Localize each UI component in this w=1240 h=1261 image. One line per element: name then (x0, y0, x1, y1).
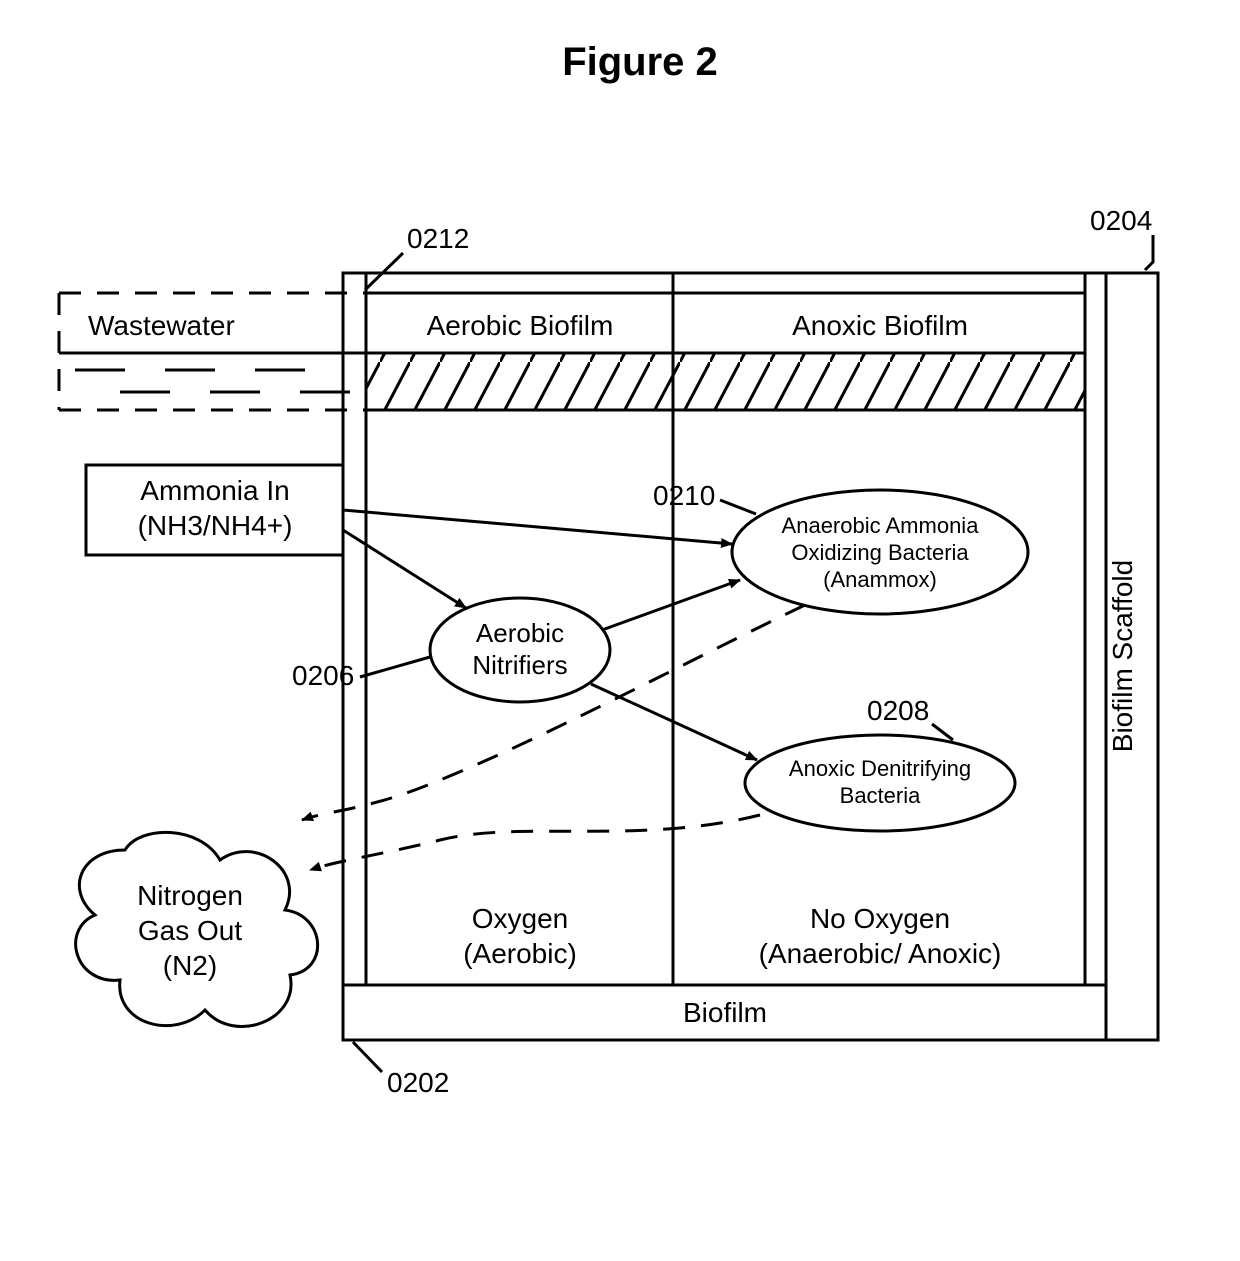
no-oxygen-l1: No Oxygen (810, 903, 950, 934)
oxygen-l2: (Aerobic) (463, 938, 577, 969)
wastewater-label: Wastewater (88, 310, 235, 341)
ref-0208: 0208 (867, 695, 929, 726)
ref-0210-leader (720, 500, 756, 514)
anammox-l2: Oxidizing Bacteria (791, 540, 969, 565)
biofilm-footer-label: Biofilm (683, 997, 767, 1028)
figure-container: Figure 2 (20, 20, 1240, 1241)
ammonia-in-l1: Ammonia In (140, 475, 289, 506)
ref-0212: 0212 (407, 223, 469, 254)
nitrogen-l3: (N2) (163, 950, 217, 981)
arrow-nitrifiers-to-anammox (602, 580, 740, 630)
ref-0202: 0202 (387, 1067, 449, 1098)
biofilm-hatch (366, 353, 1085, 410)
water-dashes (75, 370, 350, 392)
ref-0204: 0204 (1090, 205, 1152, 236)
ref-0206: 0206 (292, 660, 354, 691)
ref-0206-leader (360, 657, 430, 677)
ref-0204-leader (1145, 235, 1153, 270)
aerobic-nitrifiers-l1: Aerobic (476, 618, 564, 648)
ammonia-in-l2: (NH3/NH4+) (138, 510, 293, 541)
anoxic-denit-l1: Anoxic Denitrifying (789, 756, 971, 781)
anammox-l1: Anaerobic Ammonia (782, 513, 980, 538)
arrow-ammonia-to-nitrifiers (343, 530, 466, 608)
scaffold-label: Biofilm Scaffold (1107, 560, 1138, 752)
ref-0210: 0210 (653, 480, 715, 511)
no-oxygen-l2: (Anaerobic/ Anoxic) (759, 938, 1002, 969)
anoxic-biofilm-label: Anoxic Biofilm (792, 310, 968, 341)
oxygen-l1: Oxygen (472, 903, 569, 934)
nitrogen-l1: Nitrogen (137, 880, 243, 911)
ref-0202-leader (353, 1042, 382, 1072)
aerobic-nitrifiers-l2: Nitrifiers (472, 650, 567, 680)
diagram-svg: Wastewater Aerobic Biofilm Anoxic Biofil… (20, 20, 1240, 1241)
aerobic-biofilm-label: Aerobic Biofilm (427, 310, 614, 341)
dash-anoxic-to-cloud (310, 815, 760, 870)
anoxic-denit-l2: Bacteria (840, 783, 921, 808)
nitrogen-l2: Gas Out (138, 915, 242, 946)
anammox-l3: (Anammox) (823, 567, 937, 592)
